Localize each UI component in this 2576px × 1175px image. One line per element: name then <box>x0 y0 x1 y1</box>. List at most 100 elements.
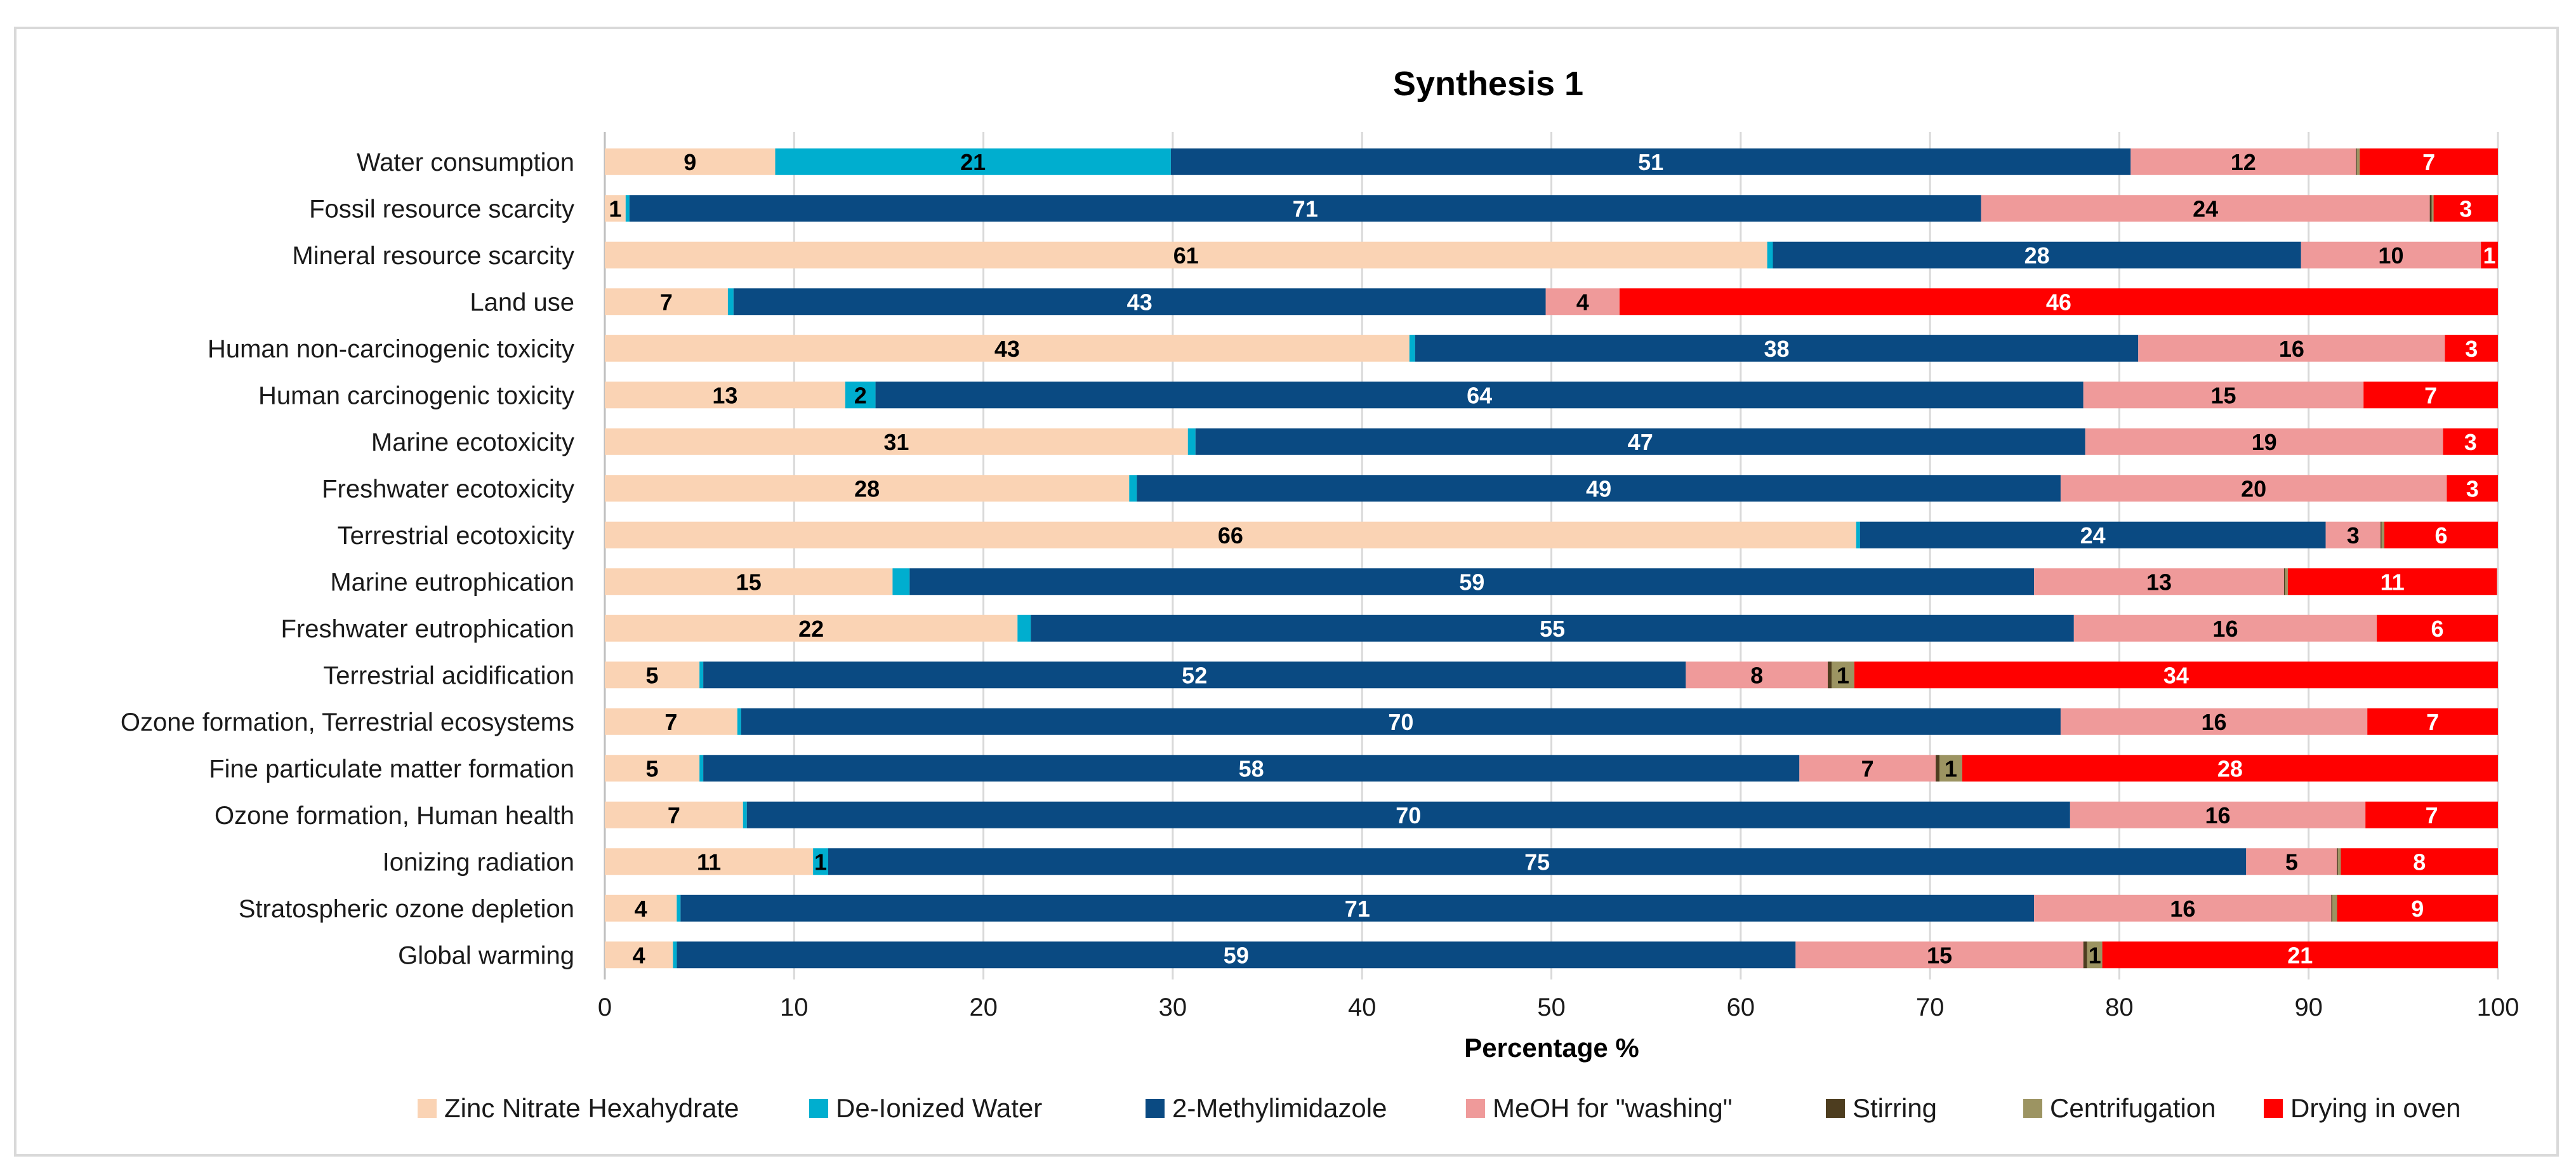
bar-freshwater-eutrophication-de-ionized-water <box>1017 614 1031 642</box>
category-label-water-consumption: Water consumption <box>357 149 574 176</box>
data-label-human-non-carcinogenic-toxicity-2-methylimidazole: 38 <box>1764 336 1789 362</box>
bar-human-carcinogenic-toxicity-2-methylimidazole <box>875 382 2084 409</box>
bar-water-consumption-zinc-nitrate-hexahydrate <box>605 148 776 175</box>
data-label-land-use-2-methylimidazole: 43 <box>1127 289 1153 315</box>
bar-marine-ecotoxicity-zinc-nitrate-hexahydrate <box>605 428 1188 455</box>
bar-ozone-formation-human-health-zinc-nitrate-hexahydrate <box>605 801 743 828</box>
bar-ozone-formation-human-health-de-ionized-water <box>743 801 747 828</box>
data-label-land-use-meoh-for-washing: 4 <box>1576 289 1589 315</box>
bar-ozone-formation-human-health-drying-in-oven <box>2365 801 2498 828</box>
data-label-terrestrial-acidification-2-methylimidazole: 52 <box>1182 662 1207 688</box>
legend-swatch-centrifugation[interactable] <box>2023 1099 2042 1118</box>
data-label-water-consumption-meoh-for-washing: 12 <box>2231 149 2256 175</box>
bar-stratospheric-ozone-depletion-drying-in-oven <box>2337 894 2498 922</box>
bar-marine-eutrophication-zinc-nitrate-hexahydrate <box>605 568 893 595</box>
data-label-global-warming-meoh-for-washing: 15 <box>1927 942 1952 968</box>
bar-human-carcinogenic-toxicity-meoh-for-washing <box>2083 382 2364 409</box>
bar-terrestrial-acidification-meoh-for-washing <box>1686 661 1828 689</box>
category-label-terrestrial-acidification: Terrestrial acidification <box>323 661 574 689</box>
bar-fine-particulate-matter-formation-zinc-nitrate-hexahydrate <box>605 755 700 782</box>
data-label-global-warming-centrifugation: 1 <box>2089 942 2101 968</box>
data-label-freshwater-ecotoxicity-2-methylimidazole: 49 <box>1586 475 1611 501</box>
bar-water-consumption-drying-in-oven <box>2360 148 2498 175</box>
bar-mineral-resource-scarcity-de-ionized-water <box>1767 241 1773 269</box>
legend-swatch-drying-in-oven[interactable] <box>2264 1099 2283 1118</box>
data-label-land-use-drying-in-oven: 46 <box>2046 289 2071 315</box>
bar-water-consumption-2-methylimidazole <box>1170 148 2131 175</box>
legend-swatch-2-methylimidazole[interactable] <box>1146 1099 1165 1118</box>
x-tick-label-100: 100 <box>2477 993 2520 1021</box>
bar-global-warming-de-ionized-water <box>673 941 677 969</box>
data-label-fine-particulate-matter-formation-zinc-nitrate-hexahydrate: 5 <box>646 755 659 781</box>
x-tick-label-90: 90 <box>2294 993 2323 1021</box>
category-label-ozone-formation-human-health: Ozone formation, Human health <box>215 802 574 830</box>
data-label-stratospheric-ozone-depletion-zinc-nitrate-hexahydrate: 4 <box>635 896 647 922</box>
data-label-ionizing-radiation-zinc-nitrate-hexahydrate: 11 <box>697 849 721 875</box>
data-label-terrestrial-ecotoxicity-2-methylimidazole: 24 <box>2080 522 2106 548</box>
x-axis-ticks: 0 10 20 30 40 50 60 70 80 90 100 <box>598 993 2520 1021</box>
data-label-fossil-resource-scarcity-meoh-for-washing: 24 <box>2193 196 2218 222</box>
bar-ionizing-radiation-centrifugation <box>2337 848 2341 875</box>
data-label-freshwater-eutrophication-drying-in-oven: 6 <box>2431 616 2444 642</box>
bar-terrestrial-ecotoxicity-drying-in-oven <box>2384 521 2498 548</box>
category-labels: Water consumption Fossil resource scarcit… <box>121 149 574 970</box>
legend-label-2-methylimidazole[interactable]: 2-Methylimidazole <box>1172 1093 1387 1123</box>
legend-swatch-zinc-nitrate-hexahydrate[interactable] <box>418 1099 437 1118</box>
data-label-fine-particulate-matter-formation-2-methylimidazole: 58 <box>1239 755 1264 781</box>
legend-label-de-ionized-water[interactable]: De-Ionized Water <box>836 1093 1042 1123</box>
data-label-terrestrial-ecotoxicity-meoh-for-washing: 3 <box>2347 522 2360 548</box>
legend-swatch-de-ionized-water[interactable] <box>809 1099 828 1118</box>
bar-marine-ecotoxicity-meoh-for-washing <box>2085 428 2443 455</box>
category-label-freshwater-eutrophication: Freshwater eutrophication <box>281 615 574 643</box>
bar-fine-particulate-matter-formation-meoh-for-washing <box>1799 755 1936 782</box>
legend-label-meoh-for-washing[interactable]: MeOH for "washing" <box>1493 1093 1733 1123</box>
bar-human-non-carcinogenic-toxicity-zinc-nitrate-hexahydrate <box>605 335 1410 362</box>
bar-freshwater-ecotoxicity-drying-in-oven <box>2447 475 2498 502</box>
data-label-ozone-formation-terrestrial-ecosystems-drying-in-oven: 7 <box>2426 709 2439 735</box>
bar-mineral-resource-scarcity-2-methylimidazole <box>1773 241 2301 269</box>
data-label-ozone-formation-terrestrial-ecosystems-zinc-nitrate-hexahydrate: 7 <box>664 709 677 735</box>
data-label-freshwater-ecotoxicity-meoh-for-washing: 20 <box>2241 475 2266 501</box>
bar-global-warming-2-methylimidazole <box>677 941 1796 969</box>
data-label-marine-ecotoxicity-meoh-for-washing: 19 <box>2252 429 2277 455</box>
bar-fossil-resource-scarcity-stirring <box>2429 195 2432 222</box>
bar-mineral-resource-scarcity-drying-in-oven <box>2481 241 2498 269</box>
data-label-freshwater-ecotoxicity-zinc-nitrate-hexahydrate: 28 <box>854 475 880 501</box>
legend-swatch-stirring[interactable] <box>1826 1099 1845 1118</box>
data-label-terrestrial-ecotoxicity-drying-in-oven: 6 <box>2434 522 2447 548</box>
data-label-fine-particulate-matter-formation-centrifugation: 1 <box>1945 755 1957 781</box>
data-label-ozone-formation-human-health-meoh-for-washing: 16 <box>2205 802 2230 828</box>
data-label-terrestrial-ecotoxicity-zinc-nitrate-hexahydrate: 66 <box>1218 522 1243 548</box>
category-label-global-warming: Global warming <box>398 941 574 969</box>
category-label-fossil-resource-scarcity: Fossil resource scarcity <box>309 195 574 223</box>
data-label-water-consumption-drying-in-oven: 7 <box>2422 149 2435 175</box>
bar-terrestrial-acidification-zinc-nitrate-hexahydrate <box>605 661 700 689</box>
data-label-marine-eutrophication-2-methylimidazole: 59 <box>1459 569 1484 595</box>
data-label-marine-ecotoxicity-zinc-nitrate-hexahydrate: 31 <box>883 429 909 455</box>
bar-land-use-zinc-nitrate-hexahydrate <box>605 288 728 315</box>
legend-swatch-meoh-for-washing[interactable] <box>1466 1099 1485 1118</box>
legend-label-centrifugation[interactable]: Centrifugation <box>2050 1093 2216 1123</box>
bar-freshwater-ecotoxicity-de-ionized-water <box>1129 475 1137 502</box>
legend-label-stirring[interactable]: Stirring <box>1853 1093 1937 1123</box>
data-label-ozone-formation-terrestrial-ecosystems-meoh-for-washing: 16 <box>2202 709 2227 735</box>
data-label-water-consumption-2-methylimidazole: 51 <box>1638 149 1663 175</box>
data-label-freshwater-eutrophication-2-methylimidazole: 55 <box>1540 616 1565 642</box>
bar-freshwater-eutrophication-drying-in-oven <box>2377 614 2498 642</box>
data-label-ionizing-radiation-meoh-for-washing: 5 <box>2285 849 2298 875</box>
bar-freshwater-ecotoxicity-zinc-nitrate-hexahydrate <box>605 475 1130 502</box>
bar-land-use-de-ionized-water <box>727 288 734 315</box>
bar-stratospheric-ozone-depletion-stirring <box>2331 894 2332 922</box>
x-tick-label-70: 70 <box>1916 993 1945 1021</box>
data-label-ionizing-radiation-2-methylimidazole: 75 <box>1524 849 1550 875</box>
data-label-fine-particulate-matter-formation-drying-in-oven: 28 <box>2217 755 2243 781</box>
legend[interactable]: Zinc Nitrate Hexahydrate De-Ionized Water… <box>418 1093 2460 1123</box>
legend-label-drying-in-oven[interactable]: Drying in oven <box>2290 1093 2460 1123</box>
x-tick-label-0: 0 <box>598 993 612 1021</box>
data-label-human-carcinogenic-toxicity-2-methylimidazole: 64 <box>1467 382 1492 408</box>
bar-ozone-formation-human-health-meoh-for-washing <box>2070 801 2366 828</box>
category-label-land-use: Land use <box>470 288 574 316</box>
bar-human-carcinogenic-toxicity-de-ionized-water <box>845 382 876 409</box>
legend-label-zinc-nitrate-hexahydrate[interactable]: Zinc Nitrate Hexahydrate <box>444 1093 739 1123</box>
data-label-terrestrial-acidification-centrifugation: 1 <box>1837 662 1849 688</box>
